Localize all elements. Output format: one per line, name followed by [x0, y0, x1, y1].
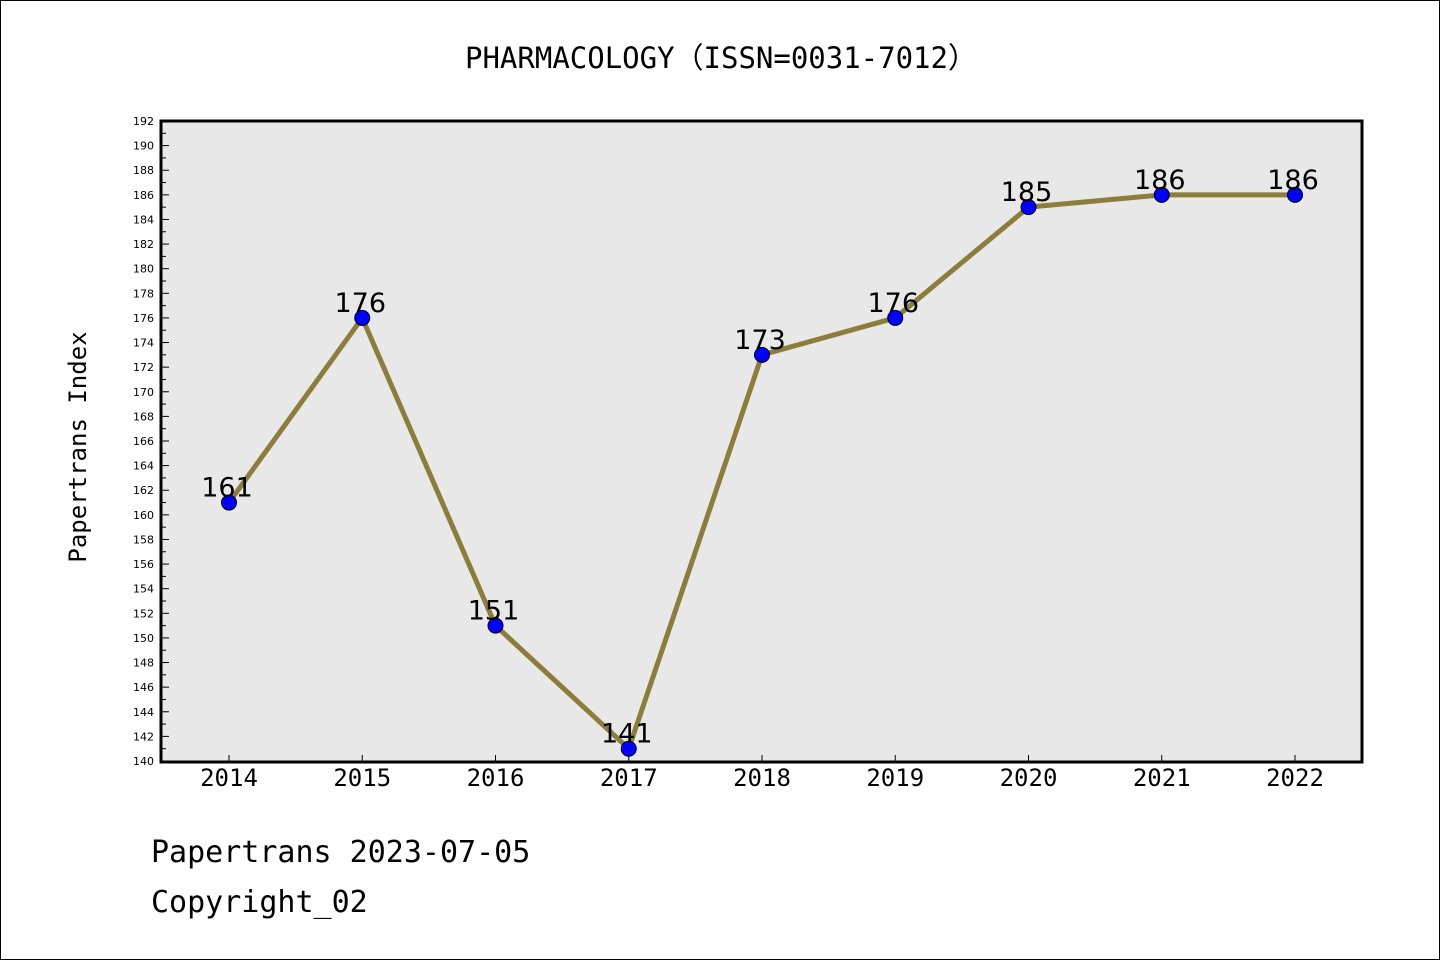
data-point [487, 617, 504, 634]
y-tick-label: 170 [133, 386, 154, 399]
y-tick-label: 168 [133, 410, 154, 423]
y-tick-label: 150 [133, 632, 154, 645]
data-label: 151 [468, 596, 520, 627]
x-tick-label: 2020 [1000, 764, 1058, 792]
y-axis-label: Papertrans Index [64, 331, 92, 562]
data-point [221, 494, 237, 511]
y-tick-label: 158 [133, 533, 154, 546]
x-tick-label: 2017 [600, 764, 658, 792]
series-layer: 161 176 151 141 173 176 185 186 186 [201, 165, 1319, 757]
y-tick-label: 182 [133, 238, 154, 251]
footer-source: Papertrans 2023-07-05 [151, 835, 531, 870]
x-axis-ticks: 2014 2015 2016 2017 2018 2019 2020 2021 2022 [200, 755, 1324, 792]
y-tick-label: 164 [133, 460, 154, 473]
data-point [1020, 199, 1037, 216]
y-axis-ticks: 140 142 144 146 148 150 152 154 156 158 160 162 164 1… [133, 115, 169, 768]
chart-title: PHARMACOLOGY（ISSN=0031-7012） [465, 41, 977, 75]
y-tick-label: 178 [133, 287, 154, 300]
data-point [1287, 186, 1303, 203]
data-label: 173 [734, 325, 786, 356]
data-point [1153, 186, 1170, 203]
x-tick-label: 2019 [866, 764, 924, 792]
data-point [754, 346, 770, 363]
y-tick-label: 184 [133, 213, 154, 226]
data-label: 176 [334, 288, 386, 319]
y-tick-label: 186 [133, 189, 154, 202]
y-tick-label: 144 [133, 706, 154, 719]
y-tick-label: 142 [133, 730, 154, 743]
data-label: 161 [201, 473, 253, 504]
x-tick-label: 2022 [1266, 764, 1324, 792]
y-tick-label: 192 [133, 115, 154, 128]
y-tick-label: 172 [133, 361, 154, 374]
data-label: 186 [1134, 165, 1186, 196]
y-tick-label: 166 [133, 435, 154, 448]
x-tick-label: 2021 [1133, 764, 1191, 792]
y-tick-label: 156 [133, 558, 154, 571]
y-tick-label: 140 [133, 755, 154, 768]
data-label: 176 [867, 288, 919, 319]
y-tick-label: 174 [133, 337, 154, 350]
y-tick-label: 154 [133, 583, 154, 596]
y-tick-label: 180 [133, 263, 154, 276]
data-point [620, 740, 637, 757]
y-tick-label: 146 [133, 681, 154, 694]
y-tick-label: 188 [133, 164, 154, 177]
x-tick-label: 2018 [733, 764, 791, 792]
data-point [887, 309, 904, 326]
y-tick-label: 152 [133, 607, 154, 620]
y-tick-label: 190 [133, 140, 154, 153]
y-tick-label: 162 [133, 484, 154, 497]
y-tick-label: 176 [133, 312, 154, 325]
data-label: 185 [1001, 177, 1053, 208]
data-point [354, 309, 371, 326]
x-tick-label: 2015 [333, 764, 391, 792]
x-tick-label: 2014 [200, 764, 258, 792]
data-label: 186 [1267, 165, 1319, 196]
y-tick-label: 160 [133, 509, 154, 522]
plot-area [159, 119, 1364, 764]
y-tick-label: 148 [133, 657, 154, 670]
x-tick-label: 2016 [467, 764, 525, 792]
data-label: 141 [601, 719, 653, 750]
footer-copyright: Copyright_02 [151, 885, 368, 920]
